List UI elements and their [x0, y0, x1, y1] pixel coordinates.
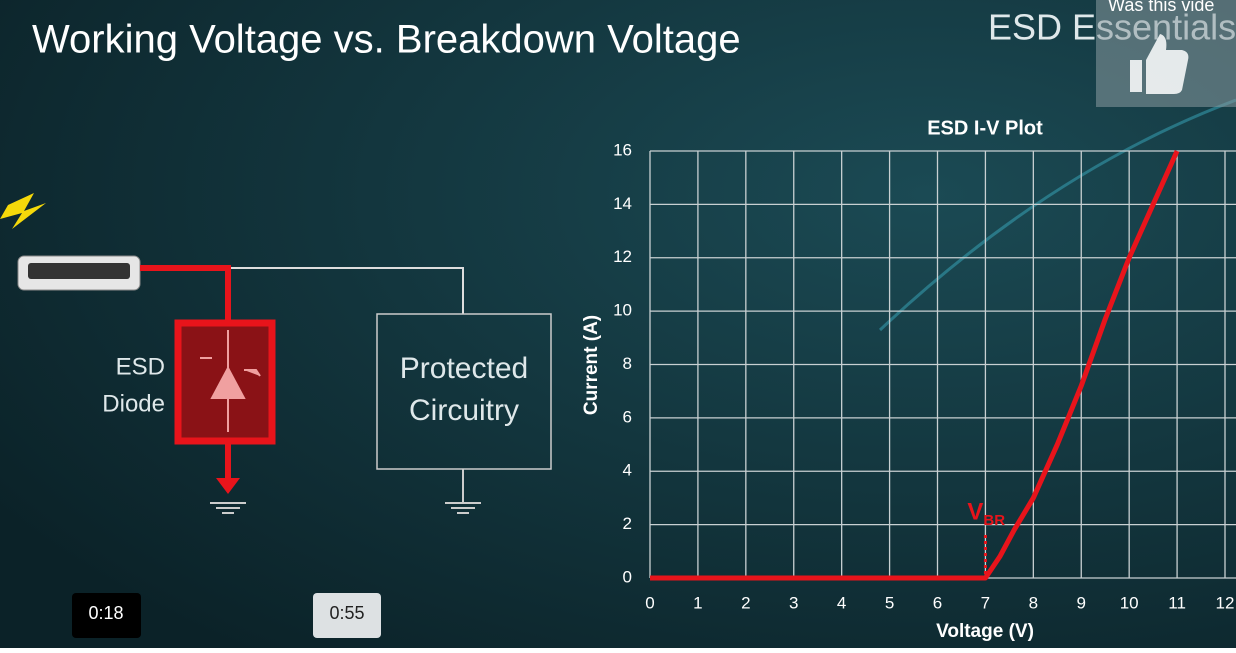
- diode-label: ESD: [116, 353, 165, 380]
- y-tick-label: 6: [623, 407, 632, 426]
- diode-label: Diode: [102, 390, 165, 417]
- x-tick-label: 7: [981, 593, 990, 612]
- x-tick-label: 1: [693, 593, 702, 612]
- y-tick-label: 8: [623, 354, 632, 373]
- y-tick-label: 14: [613, 194, 632, 213]
- duration-badge: [313, 593, 381, 638]
- current-time: 0:18: [88, 603, 123, 623]
- wire: [228, 267, 464, 314]
- diode-symbol: [200, 330, 261, 432]
- x-tick-label: 11: [1168, 593, 1186, 612]
- circuit-diagram: ESD Diode Protected Circuitry: [0, 193, 552, 514]
- current-time-badge: [72, 593, 141, 638]
- ground: [210, 469, 481, 514]
- x-tick-label: 10: [1120, 593, 1139, 612]
- chart-title: ESD I-V Plot: [927, 117, 1043, 139]
- x-tick-label: 0: [645, 593, 654, 612]
- x-tick-label: 3: [789, 593, 798, 612]
- x-axis-label: Voltage (V): [936, 621, 1034, 642]
- circuit-box: [376, 313, 552, 470]
- circuit-label: Protected: [400, 352, 528, 385]
- feedback-text: Was this vide: [1108, 0, 1214, 15]
- x-tick-label: 12: [1216, 593, 1235, 612]
- thumbs-up-icon[interactable]: [1130, 34, 1189, 94]
- y-tick-label: 12: [613, 247, 632, 266]
- x-tick-label: 4: [837, 593, 846, 612]
- y-tick-label: 0: [623, 567, 632, 586]
- lightning-icon: [0, 193, 46, 229]
- y-tick-label: 10: [613, 301, 632, 320]
- x-tick-label: 2: [741, 593, 750, 612]
- connector-port: [28, 263, 130, 279]
- y-tick-label: 16: [613, 140, 632, 159]
- y-axis-label: Current (A): [581, 315, 602, 415]
- y-tick-label: 2: [623, 514, 632, 533]
- x-tick-label: 5: [885, 593, 894, 612]
- x-tick-label: 9: [1077, 593, 1086, 612]
- chart: ESD I-V Plot Voltage (V) Current (A) 0 2 4…: [581, 117, 1236, 642]
- duration: 0:55: [329, 603, 364, 623]
- x-tick-label: 6: [933, 593, 942, 612]
- circuit-label: Circuitry: [409, 394, 519, 427]
- annotation: V: [967, 498, 983, 525]
- decoration: [878, 98, 1236, 332]
- slide-title: Working Voltage vs. Breakdown Voltage: [32, 18, 741, 62]
- annotation-sub: BR: [983, 512, 1005, 529]
- arrow: [216, 478, 240, 494]
- x-tick-label: 8: [1029, 593, 1038, 612]
- y-tick-label: 4: [623, 461, 632, 480]
